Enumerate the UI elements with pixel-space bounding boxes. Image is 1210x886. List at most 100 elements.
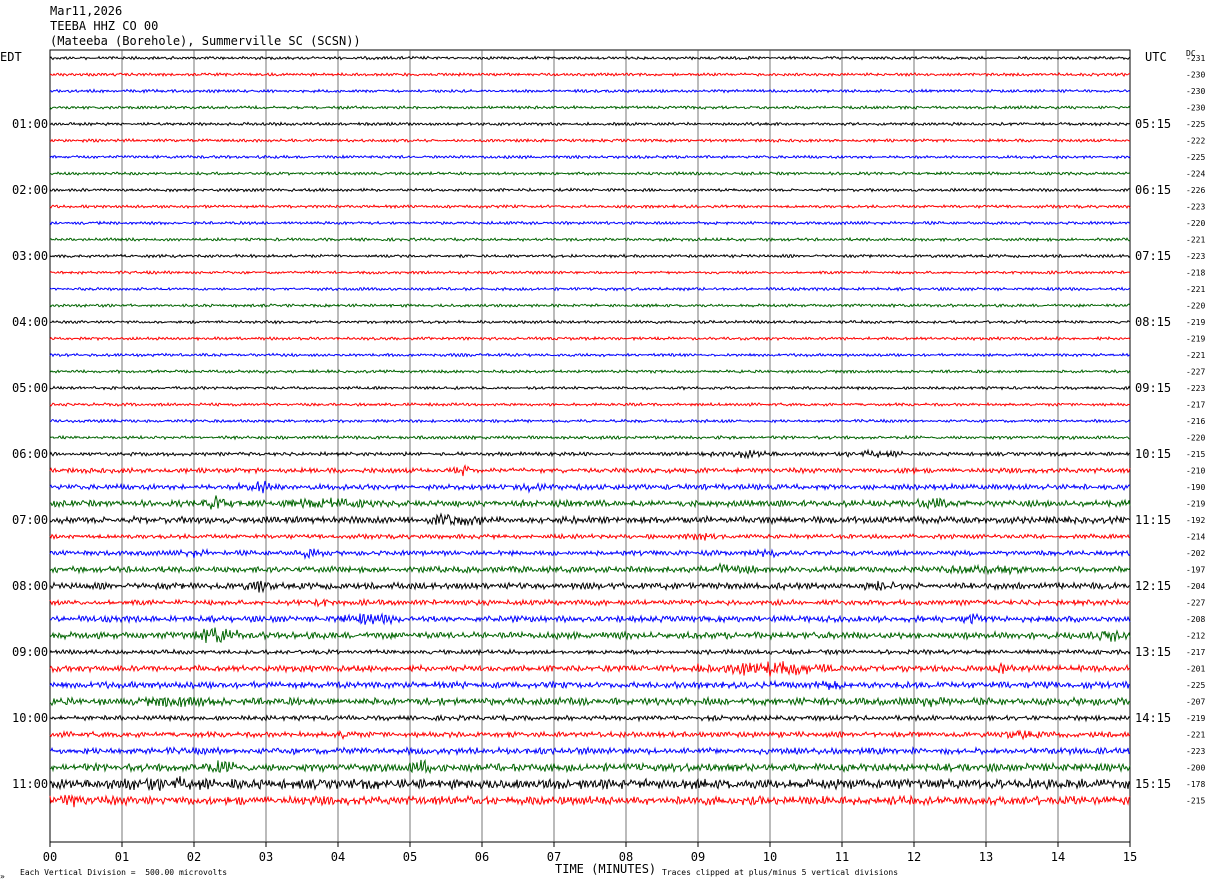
trace-16: [49, 319, 1131, 325]
dc-offset-label-12: -223: [1186, 252, 1205, 261]
trace-7: [49, 170, 1131, 177]
dc-offset-label-45: -215: [1186, 797, 1205, 806]
trace-39: [49, 695, 1131, 708]
station-title: TEEBA HHZ CO 00: [50, 19, 159, 33]
edt-hour-label-9: 10:00: [12, 711, 48, 725]
x-tick-label-15: 15: [1123, 850, 1137, 864]
dc-offset-label-9: -223: [1186, 203, 1205, 212]
dc-offset-label-10: -220: [1186, 219, 1205, 228]
x-tick-label-8: 08: [619, 850, 633, 864]
trace-0: [49, 55, 1131, 61]
dc-offset-label-11: -221: [1186, 236, 1205, 245]
dc-offset-label-4: -225: [1186, 120, 1205, 129]
x-tick-label-0: 00: [43, 850, 57, 864]
x-tick-label-2: 02: [187, 850, 201, 864]
station-location: (Mateeba (Borehole), Summerville SC (SCS…: [50, 34, 361, 48]
dc-offset-label-6: -225: [1186, 153, 1205, 162]
dc-offset-label-1: -230: [1186, 71, 1205, 80]
clip-note: Traces clipped at plus/minus 5 vertical …: [662, 868, 899, 877]
trace-35: [49, 627, 1131, 644]
dc-offset-label-21: -217: [1186, 401, 1205, 410]
utc-hour-label-4: 09:15: [1135, 381, 1171, 395]
edt-hour-label-6: 07:00: [12, 513, 48, 527]
dc-offset-label-29: -214: [1186, 533, 1205, 542]
edt-hour-label-3: 04:00: [12, 315, 48, 329]
dc-offset-label-17: -219: [1186, 335, 1205, 344]
trace-30: [49, 547, 1131, 560]
dc-offset-label-5: -222: [1186, 137, 1205, 146]
edt-hour-label-5: 06:00: [12, 447, 48, 461]
dc-offset-label-18: -221: [1186, 351, 1205, 360]
dc-offset-label-19: -227: [1186, 368, 1205, 377]
x-tick-label-13: 13: [979, 850, 993, 864]
dc-offset-label-30: -202: [1186, 549, 1205, 558]
dc-offset-label-13: -218: [1186, 269, 1205, 278]
trace-12: [49, 253, 1131, 259]
dc-offset-label-33: -227: [1186, 599, 1205, 608]
dc-offset-label-44: -178: [1186, 780, 1205, 789]
trace-37: [49, 661, 1131, 677]
dc-offset-label-38: -225: [1186, 681, 1205, 690]
trace-29: [49, 532, 1131, 541]
trace-45: [49, 794, 1131, 808]
trace-34: [49, 612, 1131, 626]
dc-offset-label-39: -207: [1186, 698, 1205, 707]
dc-offset-label-7: -224: [1186, 170, 1205, 179]
dc-offset-label-34: -208: [1186, 615, 1205, 624]
x-tick-label-12: 12: [907, 850, 921, 864]
edt-hour-label-1: 02:00: [12, 183, 48, 197]
right-timezone-label: UTC: [1145, 50, 1167, 64]
dc-offset-label-2: -230: [1186, 87, 1205, 96]
dc-offset-label-23: -220: [1186, 434, 1205, 443]
utc-hour-label-6: 11:15: [1135, 513, 1171, 527]
x-tick-label-7: 07: [547, 850, 561, 864]
trace-26: [49, 480, 1131, 494]
corner-mark: »: [0, 872, 5, 881]
trace-18: [49, 352, 1131, 358]
plot-date: Mar11,2026: [50, 4, 123, 18]
dc-offset-label-24: -215: [1186, 450, 1205, 459]
edt-hour-label-0: 01:00: [12, 117, 48, 131]
trace-43: [49, 758, 1131, 775]
plot-frame: [49, 49, 1131, 843]
trace-42: [49, 746, 1131, 757]
dc-offset-label-31: -197: [1186, 566, 1205, 575]
x-tick-label-5: 05: [403, 850, 417, 864]
scale-note: Each Vertical Division = 500.00 microvol…: [20, 868, 228, 877]
utc-hour-label-8: 13:15: [1135, 645, 1171, 659]
dc-offset-label-0: -231: [1186, 54, 1205, 63]
utc-hour-label-10: 15:15: [1135, 777, 1171, 791]
trace-38: [49, 679, 1131, 691]
trace-27: [49, 495, 1131, 510]
trace-15: [49, 303, 1131, 309]
dc-offset-label-15: -220: [1186, 302, 1205, 311]
dc-offset-label-36: -217: [1186, 648, 1205, 657]
trace-23: [49, 434, 1131, 441]
trace-4: [49, 121, 1131, 127]
dc-offset-label-37: -201: [1186, 665, 1205, 674]
left-timezone-label: EDT: [0, 50, 22, 64]
edt-hour-label-8: 09:00: [12, 645, 48, 659]
trace-36: [49, 647, 1131, 656]
x-axis-ticks: 00 01 02 03 04 05 06 07 08 09 10 11 12 13 14 15: [43, 842, 1137, 864]
x-tick-label-6: 06: [475, 850, 489, 864]
utc-hour-label-0: 05:15: [1135, 117, 1171, 131]
utc-hour-label-5: 10:15: [1135, 447, 1171, 461]
minute-gridlines: [121, 50, 1059, 842]
dc-offset-labels: -231 -230 -230 -230 -225 -222 -225 -224 -226 -223…: [1186, 54, 1205, 806]
x-tick-label-11: 11: [835, 850, 849, 864]
trace-1: [49, 71, 1131, 78]
trace-17: [49, 335, 1131, 342]
utc-hour-label-3: 08:15: [1135, 315, 1171, 329]
dc-offset-label-40: -219: [1186, 714, 1205, 723]
trace-13: [49, 269, 1131, 276]
dc-offset-label-43: -200: [1186, 764, 1205, 773]
dc-offset-label-42: -223: [1186, 747, 1205, 756]
trace-6: [49, 154, 1131, 160]
edt-hour-label-2: 03:00: [12, 249, 48, 263]
dc-offset-label-27: -219: [1186, 500, 1205, 509]
x-tick-label-14: 14: [1051, 850, 1065, 864]
trace-20: [49, 385, 1131, 391]
dc-offset-label-28: -192: [1186, 516, 1205, 525]
